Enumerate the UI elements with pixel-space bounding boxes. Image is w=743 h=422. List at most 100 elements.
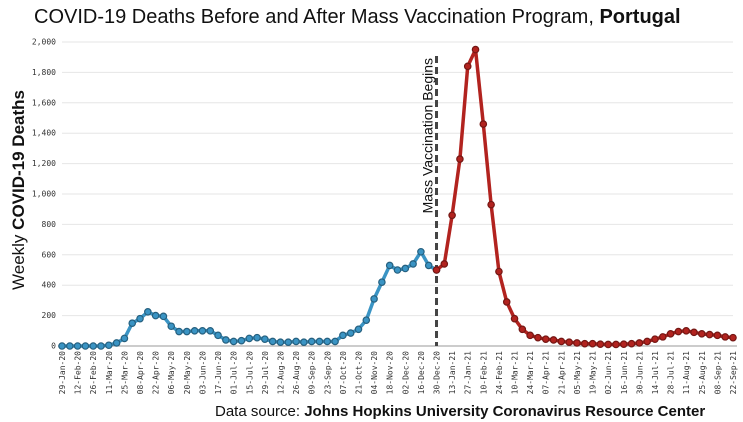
- x-tick-label: 20-May-20: [183, 351, 192, 395]
- source: Data source: Johns Hopkins University Co…: [215, 403, 705, 420]
- data-point: [713, 331, 722, 340]
- data-point: [175, 327, 183, 336]
- y-tick-label: 1,400: [32, 129, 56, 138]
- x-tick-label: 03-Jun-20: [198, 351, 207, 395]
- y-tick-label: 1,200: [32, 159, 56, 168]
- y-tick-label: 200: [42, 311, 57, 320]
- x-tick-label: 24-Feb-21: [495, 351, 504, 395]
- x-tick-label: 26-Aug-20: [292, 351, 301, 395]
- x-tick-label: 14-Jul-21: [651, 351, 660, 395]
- data-point: [183, 327, 191, 336]
- x-tick-label: 28-Jul-21: [667, 351, 676, 395]
- data-point: [729, 333, 737, 342]
- data-point: [502, 298, 511, 306]
- data-point: [276, 338, 285, 347]
- x-tick-label: 04-Nov-20: [370, 351, 379, 395]
- data-point: [136, 314, 144, 323]
- data-point: [401, 264, 410, 273]
- source-text: Data source:: [215, 403, 300, 420]
- x-tick-label: 22-Sep-21: [729, 351, 738, 395]
- data-point: [682, 326, 690, 335]
- data-point: [89, 342, 98, 350]
- data-point: [307, 337, 316, 346]
- data-point: [596, 340, 605, 348]
- data-point: [144, 307, 152, 316]
- y-tick-label: 600: [42, 250, 57, 259]
- x-tick-label: 07-Oct-20: [339, 351, 348, 395]
- data-point: [268, 337, 277, 346]
- data-point: [674, 327, 683, 336]
- x-tick-label: 21-Apr-21: [557, 351, 566, 395]
- data-point: [300, 338, 308, 347]
- data-point: [261, 335, 269, 343]
- data-point: [331, 337, 339, 346]
- x-tick-label: 05-May-21: [573, 351, 582, 395]
- data-point: [73, 342, 82, 350]
- data-point: [651, 335, 659, 343]
- data-point: [409, 260, 417, 268]
- data-point: [588, 339, 597, 348]
- x-tick-label: 16-Dec-20: [417, 351, 426, 395]
- data-point: [456, 155, 464, 163]
- x-tick-label: 25-Mar-20: [120, 351, 129, 395]
- y-tick-label: 1,000: [32, 190, 56, 199]
- y-axis-label: Weekly COVID-19 Deaths: [9, 90, 28, 290]
- data-point: [362, 316, 371, 324]
- data-point: [284, 338, 293, 347]
- x-tick-label: 27-Jan-21: [464, 351, 473, 395]
- data-point: [448, 211, 456, 220]
- annotation: Mass Vaccination Begins: [420, 58, 436, 213]
- data-point: [167, 322, 176, 331]
- data-point: [440, 260, 449, 268]
- data-point: [557, 337, 566, 346]
- x-tick-label: 01-Jul-20: [230, 351, 239, 395]
- data-point: [97, 342, 105, 350]
- data-point: [81, 342, 90, 350]
- x-tick-label: 12-Feb-20: [74, 351, 83, 395]
- data-point: [112, 339, 121, 347]
- data-point: [198, 326, 207, 335]
- x-tick-label: 17-Jun-20: [214, 351, 223, 395]
- data-point: [385, 261, 394, 270]
- data-point: [697, 330, 706, 338]
- y-tick-label: 800: [42, 220, 57, 229]
- x-tick-label: 13-Jan-21: [448, 351, 457, 395]
- data-point: [658, 333, 667, 341]
- data-point: [463, 62, 472, 71]
- data-point: [58, 342, 66, 350]
- data-point: [510, 314, 519, 323]
- data-point: [222, 336, 230, 344]
- data-point: [151, 311, 160, 320]
- x-tick-label: 11-Mar-20: [105, 351, 114, 395]
- data-point: [526, 331, 534, 340]
- data-point: [549, 336, 558, 344]
- x-tick-label: 18-Nov-20: [386, 351, 395, 395]
- chart-title: COVID-19 Deaths Before and After Mass Va…: [34, 6, 681, 28]
- source-emphasis: Johns Hopkins University Coronavirus Res…: [304, 403, 705, 420]
- x-tick-label: 07-Apr-21: [542, 351, 551, 395]
- x-tick-label: 10-Mar-21: [511, 351, 520, 395]
- data-point: [612, 340, 620, 349]
- data-point: [721, 333, 729, 341]
- x-tick-label: 29-Jul-20: [261, 351, 270, 395]
- data-point: [643, 337, 651, 346]
- x-tick-label: 25-Aug-21: [698, 351, 707, 395]
- data-point: [534, 333, 542, 342]
- x-tick-label: 09-Sep-20: [308, 351, 317, 395]
- data-point: [315, 337, 324, 346]
- x-tick-label: 21-Oct-20: [354, 351, 363, 395]
- data-point: [627, 339, 636, 348]
- data-point: [354, 325, 363, 334]
- data-point: [635, 339, 644, 347]
- data-point: [417, 247, 425, 256]
- x-tick-label: 11-Aug-21: [682, 351, 691, 395]
- y-tick-label: 0: [51, 342, 56, 351]
- x-tick-label: 02-Dec-20: [401, 351, 410, 395]
- x-tick-label: 16-Jun-21: [620, 351, 629, 395]
- y-tick-label: 400: [42, 281, 57, 290]
- data-point: [541, 335, 550, 343]
- x-tick-label: 15-Jul-20: [245, 351, 254, 395]
- data-point: [214, 331, 222, 340]
